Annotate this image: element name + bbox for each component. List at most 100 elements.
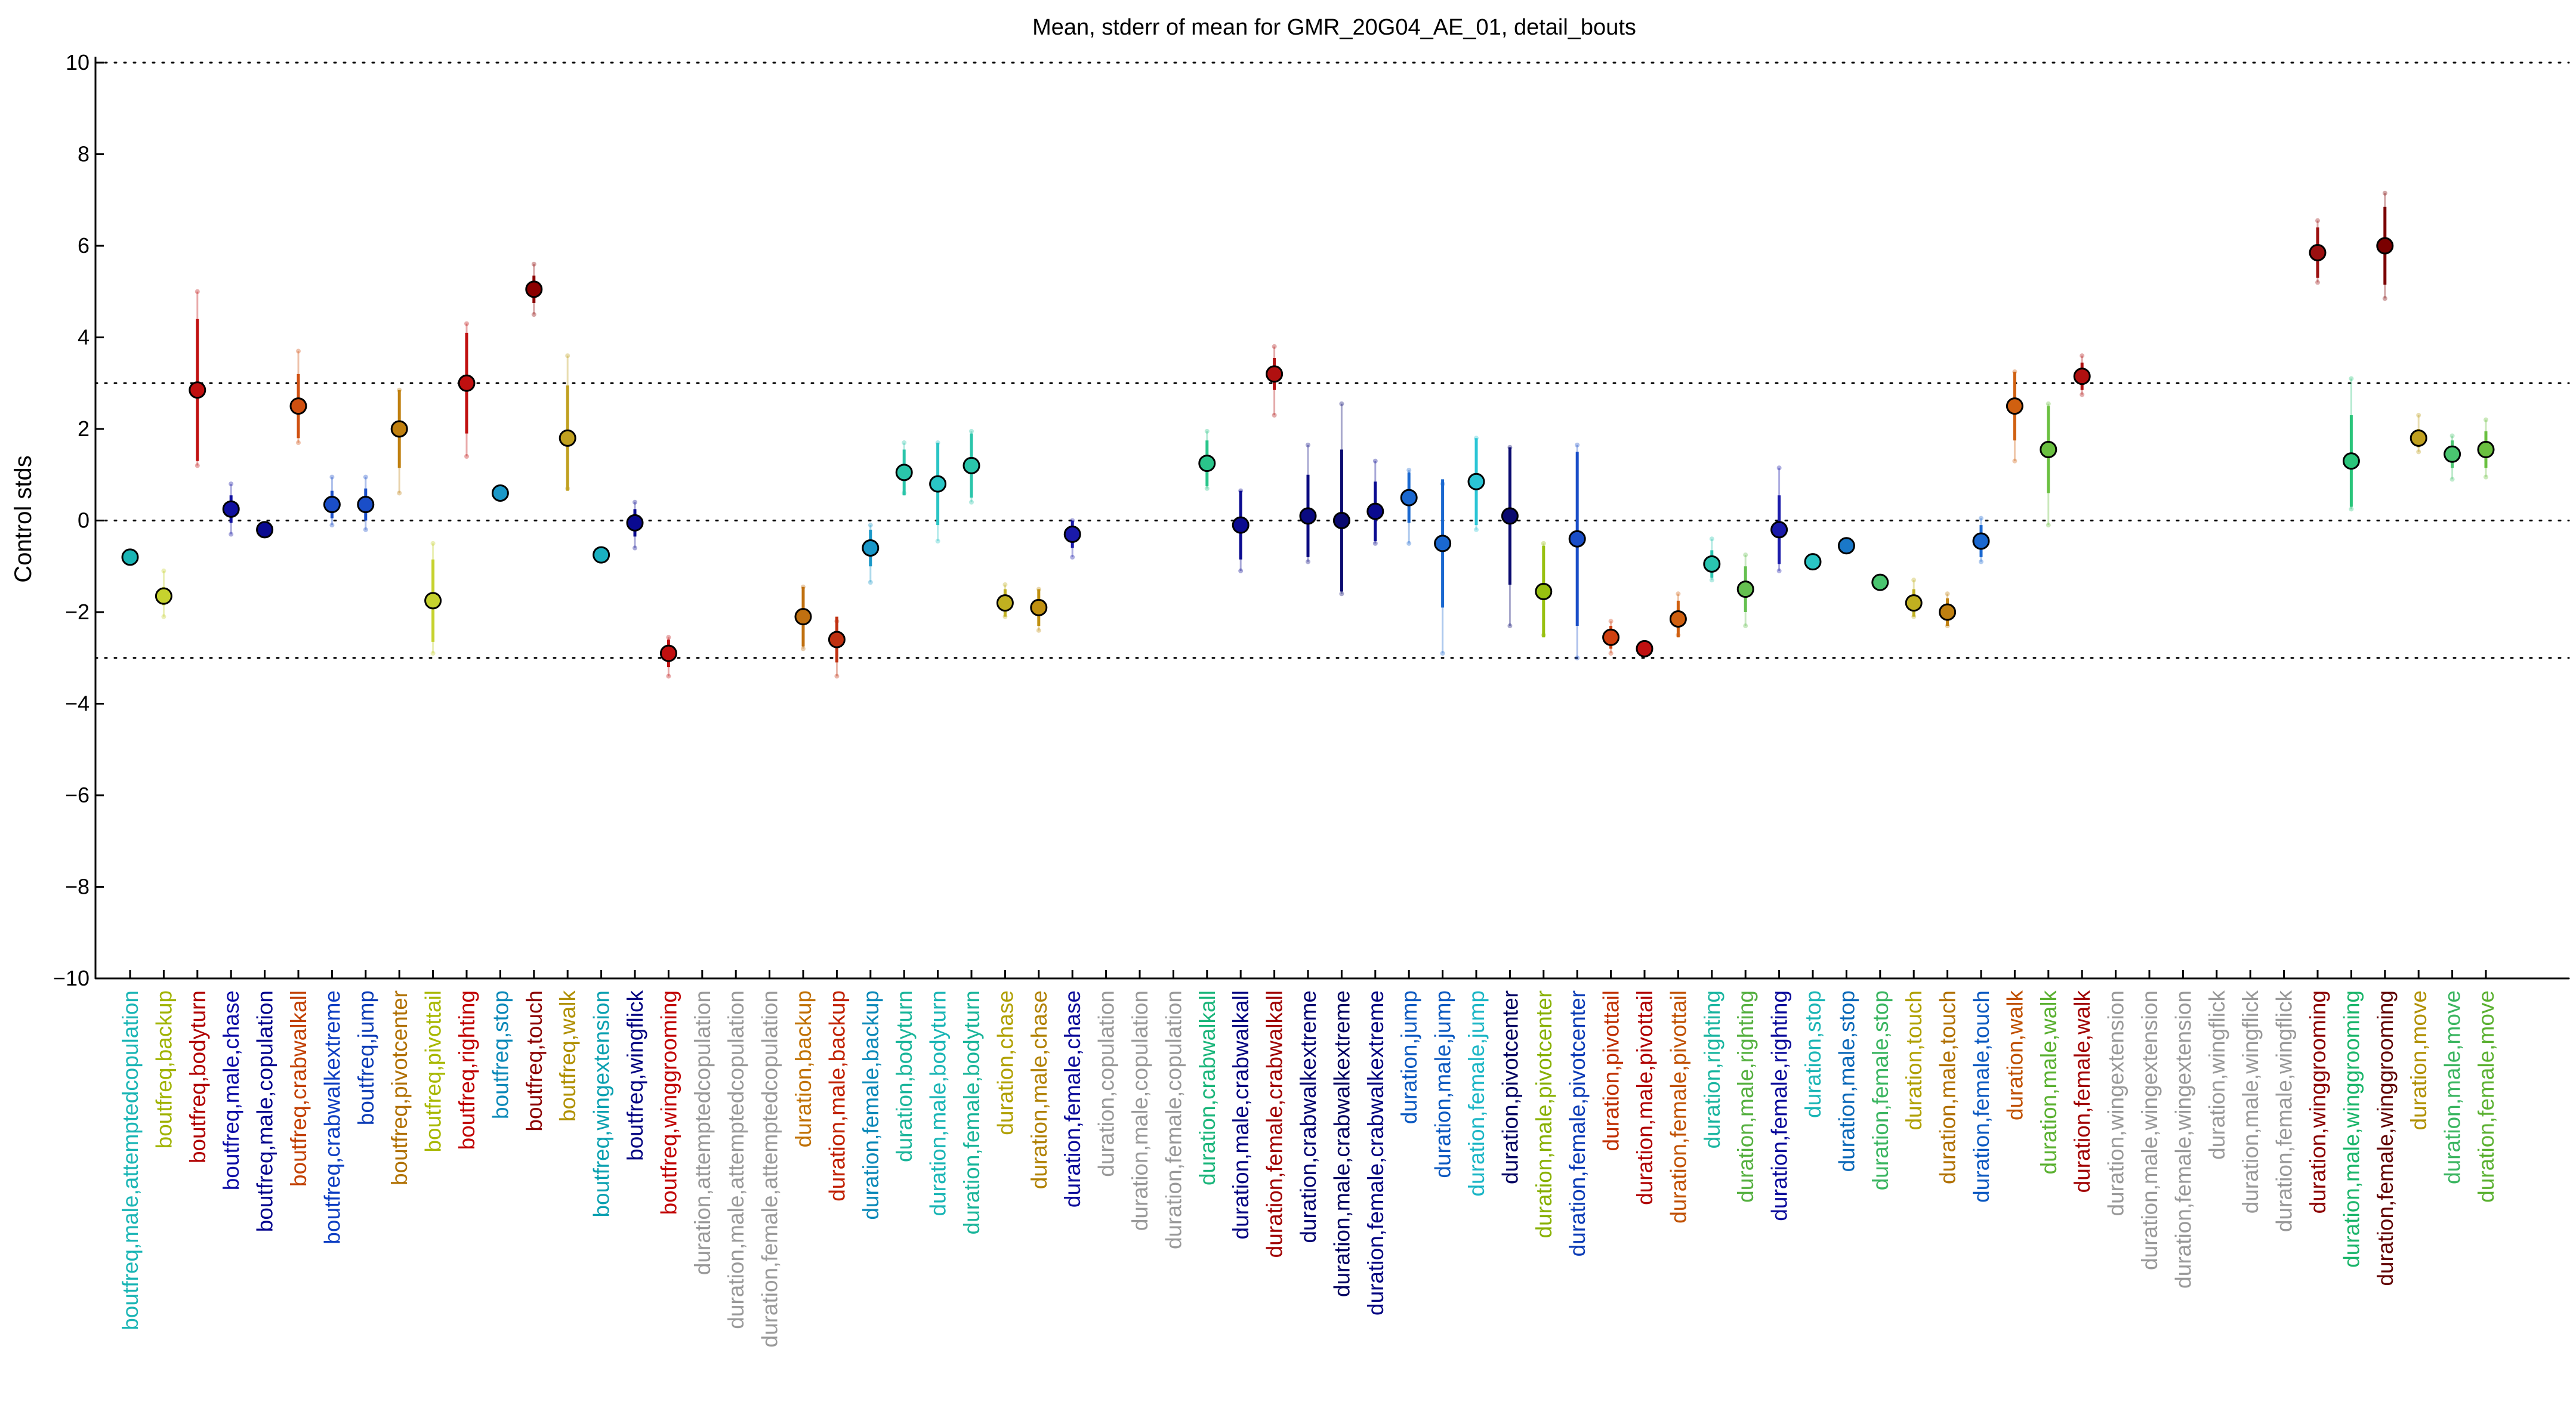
range-end [195,463,200,468]
range-end [1743,623,1748,629]
range-end [1575,442,1580,447]
data-point [1198,455,1216,473]
data-point [1030,598,1048,616]
x-tick-label: boutfreq,jump [354,990,378,1125]
x-tick-label: duration,male,move [2441,990,2465,1184]
range-end [1608,619,1614,624]
range-end [296,348,301,354]
range-end [229,481,234,487]
range-end [969,499,974,505]
range-end [565,353,570,359]
data-point [357,496,375,514]
data-point [1232,516,1250,534]
range-end [2484,417,2488,422]
x-tick-labels: boutfreq,male,attemptedcopulation boutfre… [118,990,2498,1348]
data-point [155,587,172,605]
x-tick-label: duration,male,winggrooming [2339,990,2364,1268]
data-point [1669,610,1687,628]
axes [94,57,2569,980]
range-end [801,646,806,651]
range-end [1238,568,1244,573]
range-end [1541,541,1546,546]
x-tick-label: duration,move [2407,990,2431,1130]
data-point [525,280,543,298]
data-point [1602,628,1620,646]
data-point [256,521,274,539]
data-point [189,381,206,399]
x-tick-label: duration,female,backup [859,990,883,1220]
x-tick-label: duration,male,attemptedcopulation [724,990,748,1329]
range-end [1979,559,1983,564]
x-tick-label: duration,female,move [2474,990,2498,1203]
chart-title: Mean, stderr of mean for GMR_20G04_AE_01… [1032,15,1636,40]
x-tick-label: duration,male,pivotcenter [1532,990,1556,1238]
x-tick-label: duration,touch [1902,990,1926,1131]
data-point [1804,553,1822,571]
range-end [2416,449,2421,455]
data-point [559,429,576,447]
reference-lines [94,61,2570,980]
x-tick-label: duration,female,winggrooming [2373,990,2398,1286]
x-tick-label: duration,male,chase [1027,990,1051,1189]
data-point [1703,555,1721,573]
data-point [828,631,846,648]
data-point [2410,429,2427,447]
data-point [222,500,240,518]
x-tick-label: duration,female,bodyturn [960,990,984,1234]
x-ticks [129,970,2487,978]
x-tick-label: duration,female,touch [1969,990,1994,1203]
range-end [1306,442,1310,447]
x-tick-label: boutfreq,wingflick [623,990,647,1161]
range-end [1709,578,1714,583]
range-end [430,651,436,656]
x-tick-label: duration,walk [2003,990,2027,1121]
data-point [121,548,139,566]
range-end [1474,527,1479,532]
range-end [1676,591,1681,597]
data-point [2073,368,2091,385]
range-end [2046,523,2051,528]
range-end [329,523,335,528]
data-point [1568,530,1586,548]
x-tick-label: duration,copulation [1094,990,1119,1177]
range-end [2080,392,2085,397]
data-point [1434,535,1452,552]
x-tick-label: boutfreq,touch [522,990,547,1132]
range-end [1776,568,1782,573]
range-end [834,674,840,679]
range-end [329,474,335,480]
x-tick-label: boutfreq,wingextension [590,990,614,1218]
x-tick-label: boutfreq,crabwalkextreme [320,990,344,1244]
range-end [464,454,469,459]
y-tick-label: −8 [65,875,90,899]
x-tick-label: boutfreq,winggrooming [656,990,681,1215]
range-end [296,440,301,446]
range-end [161,568,166,573]
range-end [2416,412,2421,418]
data-point [1770,521,1788,539]
range-end [1709,536,1714,542]
data-markers [121,237,2495,662]
y-tick-label: 4 [78,325,90,350]
range-end [2382,190,2387,196]
data-point [491,484,509,502]
range-end [161,614,166,619]
data-point [2309,244,2327,262]
data-point [895,464,913,481]
x-tick-label: duration,female,chase [1060,990,1085,1208]
range-end [1204,428,1210,434]
data-point [424,592,442,610]
range-end [2046,401,2051,406]
y-tick-label: 8 [78,142,90,166]
x-tick-label: duration,female,wingextension [2171,990,2195,1289]
error-bars [161,190,2488,679]
x-tick-label: duration,female,stop [1868,990,1893,1190]
x-tick-label: duration,female,crabwalkextreme [1363,990,1388,1315]
range-end [363,474,368,480]
range-end [1036,628,1041,633]
x-tick-label: duration,righting [1700,990,1724,1148]
y-tick-label: 6 [78,233,90,258]
data-point [1837,537,1855,555]
data-point [996,594,1014,612]
y-tick-label: 2 [78,416,90,441]
